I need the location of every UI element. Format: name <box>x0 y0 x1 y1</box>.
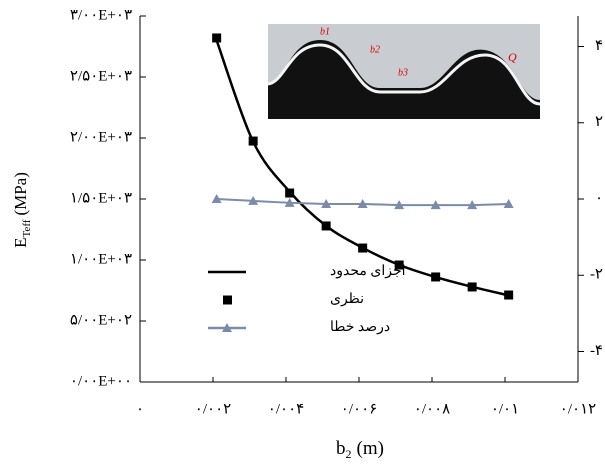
triangle-marker <box>430 200 441 210</box>
square-marker <box>394 260 404 270</box>
square-marker <box>504 290 514 300</box>
y-tick-label: ۱/۰۰E+۰۳ <box>70 251 132 267</box>
inset-label: b2 <box>370 44 380 55</box>
x-tick-label: ۰/۰۰۲ <box>195 401 231 417</box>
legend-label: درصد خطا <box>330 320 390 335</box>
inset-label: b3 <box>398 67 408 78</box>
triangle-marker <box>394 200 405 210</box>
square-marker <box>321 221 331 231</box>
legend-label: نظری <box>330 292 364 307</box>
square-marker <box>431 272 441 282</box>
square-marker <box>358 243 368 253</box>
y-tick-label: ۰/۰۰E+۰۰ <box>70 373 132 389</box>
y2-tick-label: -۲ <box>590 267 603 283</box>
square-marker <box>212 33 222 43</box>
inset-photo: b1 b2 b3 Q <box>267 24 541 119</box>
y-tick-label: ۵/۰۰E+۰۲ <box>70 312 132 328</box>
y-tick-label: ۲/۵۰E+۰۳ <box>70 68 132 84</box>
x-axis-title: b2 (m) <box>336 438 384 460</box>
inset-label: b1 <box>320 26 330 37</box>
y-tick-label: ۲/۰۰E+۰۳ <box>70 129 132 145</box>
legend-triangle <box>222 323 232 332</box>
legend-label: اجزای محدود <box>330 264 406 279</box>
y2-tick-label: ۰ <box>595 190 603 206</box>
inset-label: Q <box>508 50 517 64</box>
y-label-main: E <box>11 238 30 248</box>
inset-surface <box>268 24 540 100</box>
x-tick-label: ۰/۰۰۸ <box>414 401 450 417</box>
x-label-unit: (m) <box>357 438 384 459</box>
square-marker <box>248 136 258 146</box>
x-tick-label: ۰/۰۰۶ <box>341 401 377 417</box>
triangle-marker <box>503 198 514 208</box>
triangle-marker <box>248 195 259 205</box>
y-label-sub: Teff <box>21 219 33 237</box>
y2-tick-label: ۴ <box>595 38 603 54</box>
triangle-marker <box>211 194 222 203</box>
y2-tick-label: ۲ <box>595 114 603 130</box>
legend-square <box>223 295 232 305</box>
x-label-main: b <box>336 438 346 459</box>
triangle-marker <box>467 200 478 210</box>
x-tick-label: ۰ <box>136 401 144 417</box>
y-axis-title: ETeff (MPa) <box>11 172 33 248</box>
y-label-unit: (MPa) <box>11 172 30 215</box>
x-tick-label: ۰/۰۱۲ <box>560 401 596 417</box>
y2-tick-label: -۴ <box>590 343 603 359</box>
inset-edge <box>267 43 541 106</box>
triangle-marker <box>284 197 295 207</box>
x-tick-label: ۰/۰۰۴ <box>268 401 304 417</box>
triangle-marker <box>357 198 368 208</box>
y-tick-label: ۱/۵۰E+۰۳ <box>70 190 132 206</box>
x-tick-label: ۰/۰۱ <box>491 401 519 417</box>
y-tick-label: ۳/۰۰E+۰۳ <box>70 7 132 23</box>
x-label-sub: 2 <box>346 447 352 461</box>
triangle-marker <box>321 198 332 208</box>
square-marker <box>285 188 295 198</box>
square-marker <box>467 282 477 292</box>
